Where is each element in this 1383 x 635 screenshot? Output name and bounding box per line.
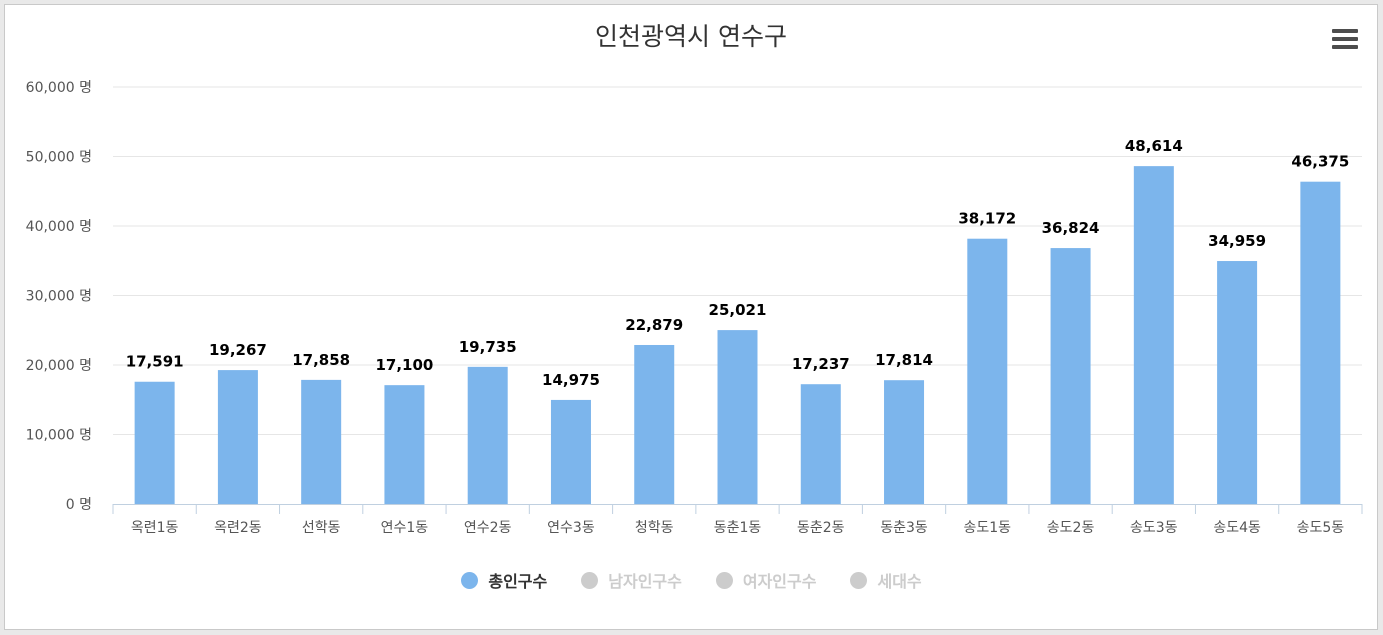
data-label: 19,267	[209, 341, 267, 359]
bar[interactable]	[301, 379, 342, 504]
x-tick-label: 연수3동	[547, 520, 595, 536]
legend-item[interactable]: 여자인구수	[715, 568, 817, 592]
legend-label: 세대수	[877, 572, 922, 591]
data-label: 17,814	[875, 351, 933, 369]
bar[interactable]	[550, 399, 591, 504]
data-label: 22,879	[625, 316, 683, 334]
bar[interactable]	[1217, 261, 1258, 504]
y-tick-label: 0 명	[66, 497, 92, 513]
y-tick-label: 30,000 명	[26, 289, 92, 305]
legend-item[interactable]: 남자인구수	[581, 568, 682, 592]
x-tick-label: 청학동	[635, 520, 674, 536]
y-tick-label: 10,000 명	[26, 428, 92, 444]
data-label: 38,172	[958, 210, 1016, 228]
data-label: 17,237	[792, 355, 850, 373]
legend-label: 총인구수	[488, 572, 548, 591]
data-label: 17,100	[375, 356, 433, 374]
bar[interactable]	[1133, 166, 1174, 505]
legend-label: 남자인구수	[608, 572, 682, 591]
legend-label: 여자인구수	[742, 572, 817, 591]
x-tick-label: 송도3동	[1130, 520, 1178, 536]
x-tick-label: 동춘1동	[714, 520, 762, 536]
bar[interactable]	[967, 238, 1008, 505]
bar[interactable]	[1300, 181, 1341, 504]
data-label: 17,591	[126, 353, 184, 371]
legend-item[interactable]: 세대수	[850, 568, 922, 592]
data-label: 34,959	[1208, 232, 1266, 250]
bar[interactable]	[717, 330, 758, 504]
data-label: 19,735	[459, 338, 517, 356]
bar[interactable]	[1050, 248, 1091, 504]
x-tick-label: 연수2동	[464, 520, 512, 536]
data-label: 17,858	[292, 351, 350, 369]
x-tick-label: 연수1동	[381, 520, 429, 536]
data-label: 25,021	[709, 301, 767, 319]
bar[interactable]	[384, 385, 425, 504]
y-tick-label: 60,000 명	[26, 80, 92, 96]
bar[interactable]	[634, 344, 675, 504]
legend-dot-icon	[850, 571, 868, 589]
x-tick-label: 선학동	[302, 520, 341, 536]
bar[interactable]	[217, 370, 258, 504]
chart-menu-button[interactable]	[1330, 29, 1360, 55]
x-tick-label: 옥련1동	[131, 520, 179, 536]
x-tick-label: 송도5동	[1297, 520, 1345, 536]
chart-title: 인천광역시 연수구	[595, 22, 787, 51]
y-tick-label: 40,000 명	[26, 219, 92, 235]
legend-dot-icon	[461, 571, 479, 589]
x-tick-label: 옥련2동	[214, 520, 262, 536]
x-tick-label: 송도1동	[964, 520, 1012, 536]
data-label: 48,614	[1125, 137, 1183, 155]
bar[interactable]	[884, 380, 925, 504]
y-tick-label: 20,000 명	[26, 358, 92, 374]
data-label: 46,375	[1291, 153, 1349, 171]
x-tick-label: 송도4동	[1213, 520, 1261, 536]
data-label: 14,975	[542, 371, 600, 389]
bar[interactable]	[134, 381, 175, 504]
bar-chart: 0 명 10,000 명 20,000 명 30,000 명 40,000 명 50,00…	[26, 80, 1363, 536]
legend-dot-icon	[715, 571, 733, 589]
y-tick-label: 50,000 명	[26, 150, 92, 166]
legend-dot-icon	[581, 571, 599, 589]
legend-item[interactable]: 총인구수	[461, 568, 547, 592]
data-label: 36,824	[1042, 219, 1100, 237]
hamburger-menu-icon	[1332, 29, 1358, 33]
x-tick-label: 동춘2동	[797, 520, 845, 536]
bar[interactable]	[467, 366, 508, 504]
bar[interactable]	[800, 384, 841, 504]
x-tick-label: 동춘3동	[880, 520, 928, 536]
chart-legend: 총인구수 남자인구수 여자인구수 세대수	[0, 568, 1383, 592]
x-tick-label: 송도2동	[1047, 520, 1095, 536]
